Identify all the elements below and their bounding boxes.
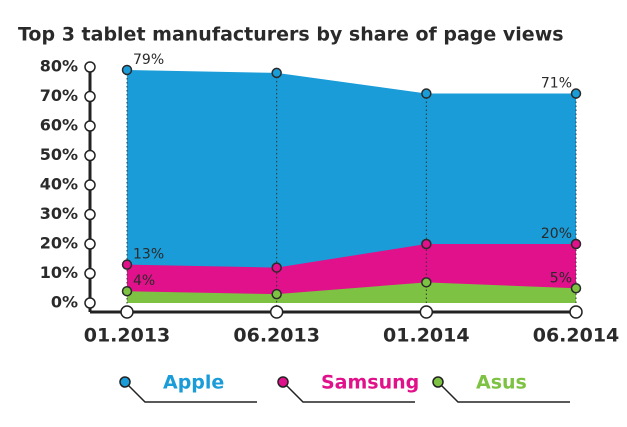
y-tick-label: 70%	[40, 86, 78, 105]
x-tick-label: 06.2013	[233, 325, 320, 347]
x-tick	[569, 305, 583, 319]
point	[121, 64, 133, 76]
value-label: 20%	[541, 226, 572, 242]
point	[421, 88, 432, 99]
y-tick	[84, 267, 96, 280]
point	[421, 238, 432, 250]
legend-label: Asus	[476, 372, 527, 394]
legend-line	[282, 381, 415, 403]
legend-marker	[119, 376, 131, 388]
y-tick	[84, 297, 96, 309]
point	[271, 67, 282, 79]
point	[121, 259, 133, 270]
y-tick	[84, 61, 96, 73]
value-label: 13%	[133, 247, 164, 263]
area	[127, 282, 576, 303]
y-tick-label: 0%	[51, 293, 78, 312]
y-tick-label: 80%	[40, 57, 78, 76]
y-tick-label: 40%	[40, 175, 78, 194]
x-tick	[269, 305, 284, 319]
legend-line	[124, 381, 257, 403]
legend-label: Apple	[163, 372, 224, 394]
value-label: 5%	[550, 270, 572, 286]
point	[271, 288, 282, 300]
legend-marker	[277, 376, 289, 388]
y-tick	[84, 238, 96, 250]
y-tick	[84, 120, 96, 132]
point	[121, 285, 133, 297]
y-tick-label: 20%	[40, 234, 78, 253]
x-tick	[419, 305, 434, 319]
legend-line	[437, 381, 570, 403]
y-tick-label: 60%	[40, 116, 78, 135]
x-tick	[120, 305, 134, 319]
value-label: 4%	[133, 273, 155, 289]
value-label: 71%	[541, 76, 572, 92]
y-tick	[84, 179, 96, 191]
point	[421, 277, 432, 288]
legend-label: Samsung	[321, 372, 419, 394]
y-tick-label: 30%	[40, 204, 78, 223]
point	[271, 262, 282, 273]
chart-title: Top 3 tablet manufacturers by share of p…	[18, 24, 564, 46]
value-label: 79%	[133, 52, 164, 68]
y-tick-label: 50%	[40, 145, 78, 164]
point	[570, 88, 582, 99]
y-tick	[84, 149, 96, 162]
y-tick	[84, 90, 96, 103]
y-tick	[84, 208, 96, 221]
x-tick-label: 01.2013	[84, 325, 171, 347]
x-tick-label: 06.2014	[533, 325, 620, 347]
point	[570, 238, 582, 250]
x-tick-label: 01.2014	[383, 325, 470, 347]
point	[570, 283, 582, 294]
legend-marker	[432, 376, 444, 388]
y-tick-label: 10%	[40, 263, 78, 282]
